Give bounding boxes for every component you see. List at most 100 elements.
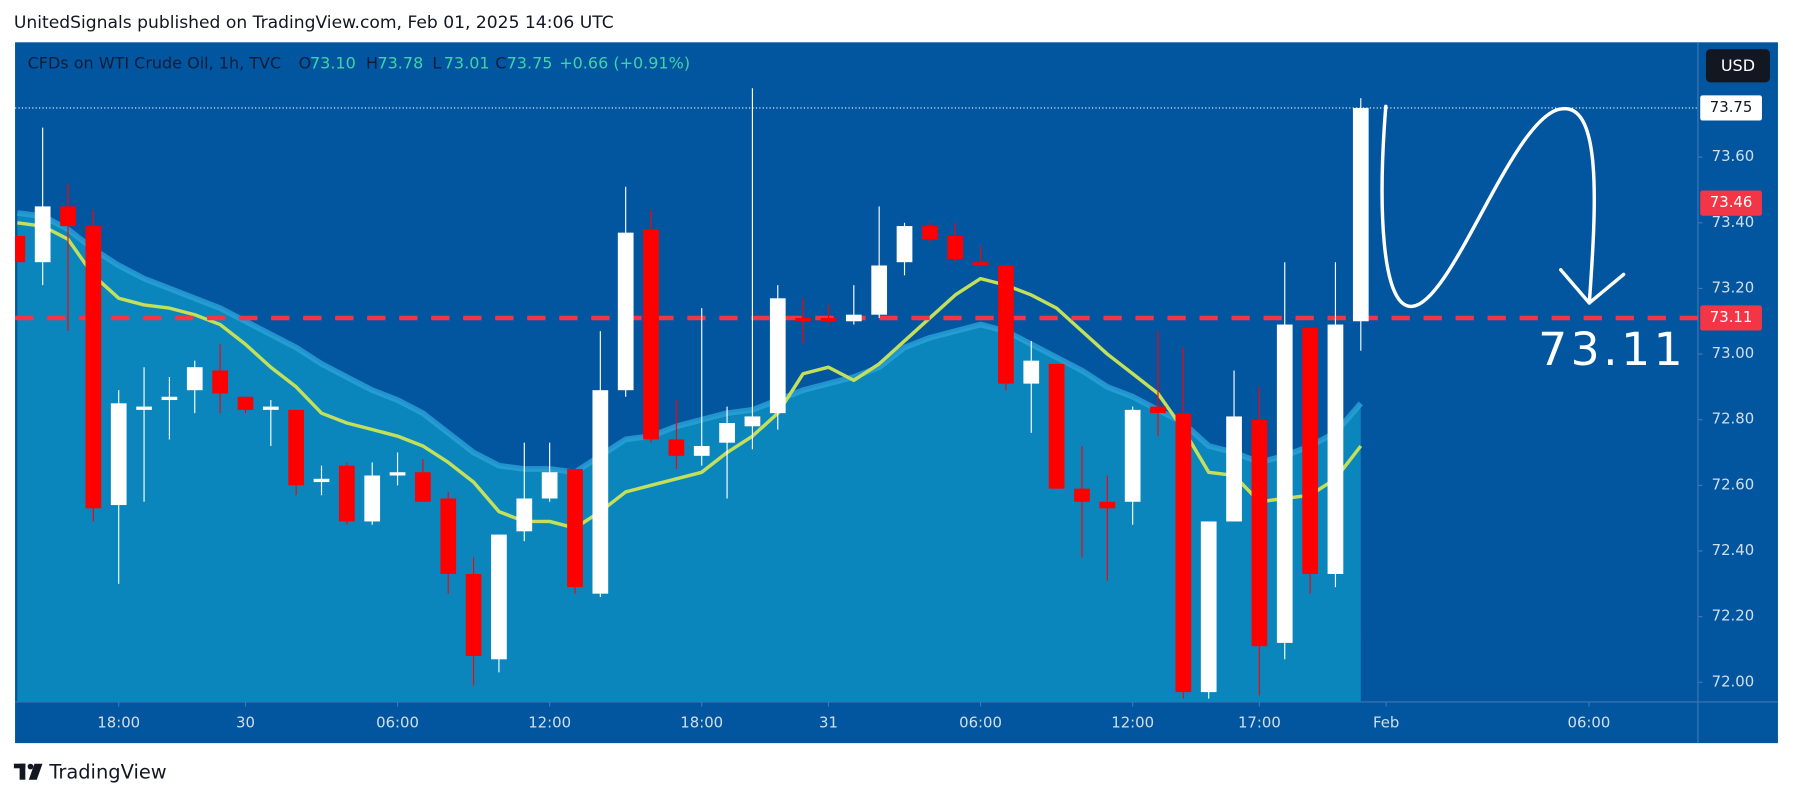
footer-brand: TradingView — [48, 760, 166, 783]
annotation: 73.11 — [1538, 323, 1686, 376]
candle-body — [1124, 409, 1141, 502]
legend-symbol: CFDs on WTI Crude Oil, 1h, TVC — [28, 54, 282, 73]
candle-body — [998, 265, 1014, 384]
logo-part — [19, 763, 26, 780]
x-tick-label: 18:00 — [97, 714, 140, 732]
candle-body — [1251, 419, 1268, 647]
candle-body — [1327, 324, 1344, 574]
price-label: 73.46 — [1710, 193, 1753, 211]
price-label: 73.75 — [1710, 98, 1753, 116]
candle-body — [1023, 360, 1040, 384]
header: UnitedSignals published on TradingView.c… — [14, 13, 614, 33]
legend-key: L — [432, 54, 441, 73]
candle-body — [896, 226, 913, 263]
candle-body — [719, 423, 735, 443]
x-tick-label: 30 — [236, 714, 255, 732]
candle-body — [389, 472, 406, 476]
y-tick-label: 73.60 — [1712, 147, 1755, 165]
x-tick-label: 31 — [819, 714, 838, 732]
tradingview-logo — [13, 763, 43, 780]
x-tick-label: 06:00 — [959, 714, 1002, 732]
legend-change: +0.66 (+0.91%) — [559, 54, 690, 73]
candle-body — [110, 403, 127, 506]
currency-label[interactable]: USD — [1721, 56, 1755, 75]
candle-body — [1302, 327, 1318, 574]
axes: 72.00 72.20 72.40 72.60 72.80 73.00 73.20 73.40… — [97, 95, 1762, 732]
candle-body — [313, 478, 330, 483]
x-tick-label: 12:00 — [528, 714, 571, 732]
x-tick-label: 17:00 — [1238, 714, 1281, 732]
candle-body — [516, 498, 533, 532]
candle-body — [237, 396, 254, 410]
logo-part — [27, 763, 34, 770]
band-area — [17, 212, 1361, 702]
candle-body — [1074, 488, 1090, 502]
price-label: 73.11 — [1710, 308, 1753, 326]
currency-button[interactable] — [1705, 49, 1770, 83]
candle-body — [871, 265, 888, 315]
candle-body — [744, 416, 761, 427]
legend-value: 73.75 — [507, 54, 553, 73]
candle-body — [820, 317, 837, 322]
candle-body — [643, 229, 659, 440]
price-label-box — [1700, 305, 1762, 331]
candle-body — [338, 465, 355, 522]
candle-body — [60, 206, 76, 227]
candle-body — [212, 370, 228, 394]
x-tick-label: Feb — [1373, 714, 1399, 732]
x-tick-label: 12:00 — [1111, 714, 1154, 732]
x-tick-label: 06:00 — [376, 714, 419, 732]
candle-body — [1352, 107, 1369, 322]
candle-body — [1276, 324, 1293, 643]
candle-body — [947, 235, 964, 259]
legend-value: 73.78 — [377, 54, 423, 73]
price-label-box — [1700, 190, 1762, 216]
candle-body — [668, 439, 685, 456]
y-tick-label: 73.00 — [1712, 344, 1755, 362]
x-tick-label: 06:00 — [1568, 714, 1611, 732]
legend: CFDs on WTI Crude Oil, 1h, TVC O73.10 H 73.… — [28, 54, 690, 73]
y-tick-label: 72.40 — [1712, 541, 1755, 559]
candle-body — [364, 475, 381, 522]
candle-body — [161, 396, 178, 401]
candle-body — [465, 573, 482, 657]
candle-body — [15, 235, 26, 263]
candle-body — [845, 314, 862, 322]
plot — [15, 88, 1698, 702]
candle-body — [541, 472, 558, 499]
y-tick-label: 72.60 — [1712, 475, 1755, 493]
candle-body — [262, 406, 279, 410]
candle-body — [1048, 363, 1065, 489]
x-tick-label: 18:00 — [680, 714, 723, 732]
candle-body — [186, 367, 203, 391]
y-tick-label: 73.40 — [1712, 213, 1755, 231]
candle-body — [567, 468, 583, 588]
hand-drawn-arrow — [1380, 104, 1626, 309]
candle-body — [769, 298, 786, 414]
moving-average-line — [17, 221, 1363, 530]
candle-body — [592, 390, 609, 594]
candle-body — [288, 409, 305, 486]
logo-part — [28, 763, 43, 780]
candle-body — [1200, 521, 1217, 693]
y-tick-label: 72.20 — [1712, 607, 1755, 625]
candle-body — [922, 226, 938, 240]
candle-body — [972, 262, 989, 266]
candle-body — [415, 472, 431, 502]
candle-body — [617, 232, 634, 391]
y-tick-label: 72.80 — [1712, 410, 1755, 428]
candle-body — [693, 445, 710, 456]
legend-key: C — [495, 54, 506, 73]
y-tick-label: 72.00 — [1712, 672, 1755, 690]
legend-key: H — [366, 54, 378, 73]
candle-body — [1226, 416, 1242, 522]
candle-body — [795, 317, 811, 322]
candle-body — [1150, 406, 1166, 414]
candle-body — [491, 534, 507, 660]
legend-key: O — [299, 54, 312, 73]
y-tick-label: 73.20 — [1712, 278, 1755, 296]
price-label-box — [1700, 95, 1762, 121]
candle-body — [1099, 501, 1116, 509]
candle-body — [1175, 413, 1192, 693]
